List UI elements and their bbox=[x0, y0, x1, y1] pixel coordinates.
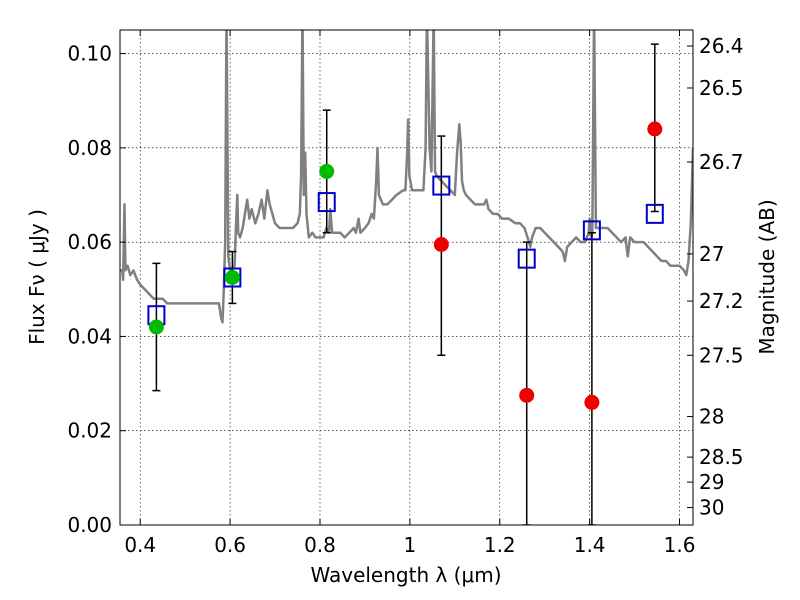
y-tick-label: 0.06 bbox=[67, 230, 112, 254]
x-tick-label: 1.4 bbox=[574, 533, 606, 557]
right-tick-label: 26.5 bbox=[699, 76, 744, 100]
green-data-point bbox=[224, 270, 240, 285]
y-tick-label: 0.08 bbox=[67, 136, 112, 160]
right-tick-label: 26.7 bbox=[699, 150, 744, 174]
red-data-point bbox=[433, 237, 449, 252]
right-tick-label: 29 bbox=[699, 470, 724, 494]
plot-area bbox=[120, 30, 693, 525]
model-square-point bbox=[517, 248, 536, 269]
x-tick-label: 1.2 bbox=[484, 533, 516, 557]
x-axis-label: Wavelength λ (μm) bbox=[310, 563, 501, 587]
green-data-point bbox=[148, 319, 164, 335]
y-tick-label: 0.10 bbox=[67, 42, 112, 66]
x-tick-label: 1 bbox=[404, 533, 417, 557]
green-data-point bbox=[319, 163, 335, 179]
right-tick-label: 27 bbox=[699, 242, 724, 266]
right-tick-label: 30 bbox=[699, 496, 724, 520]
right-tick-label: 27.5 bbox=[699, 343, 744, 367]
model-square-point bbox=[223, 267, 242, 288]
right-tick-label: 26.4 bbox=[699, 34, 744, 58]
right-tick-label: 28.5 bbox=[699, 445, 744, 469]
right-tick-label: 27.2 bbox=[699, 289, 744, 313]
x-tick-label: 0.6 bbox=[214, 533, 246, 557]
y-tick-label: 0.00 bbox=[67, 513, 112, 537]
model-square-point bbox=[582, 220, 601, 241]
red-data-point bbox=[519, 387, 535, 403]
y-tick-label: 0.04 bbox=[67, 324, 112, 348]
red-data-point bbox=[647, 121, 663, 137]
model-square-point bbox=[432, 175, 451, 196]
x-tick-label: 0.4 bbox=[124, 533, 156, 557]
model-square-point bbox=[645, 203, 664, 224]
right-y-axis-label: Magnitude (AB) bbox=[755, 199, 779, 354]
data-layer bbox=[120, 30, 693, 525]
red-data-point bbox=[584, 394, 600, 410]
y-tick-label: 0.02 bbox=[67, 419, 112, 443]
x-tick-label: 1.6 bbox=[664, 533, 696, 557]
model-square-point bbox=[317, 192, 336, 213]
y-axis-label: Flux Fν ( μJy ) bbox=[25, 209, 49, 345]
ticks: 0.4 0.6 0.8 1 1.2 1.4 1.6 0.00 0.02 0.04 0.06 0.08 0… bbox=[67, 30, 744, 557]
plot-frame bbox=[119, 29, 694, 526]
x-tick-label: 0.8 bbox=[304, 533, 336, 557]
right-tick-label: 28 bbox=[699, 405, 724, 429]
